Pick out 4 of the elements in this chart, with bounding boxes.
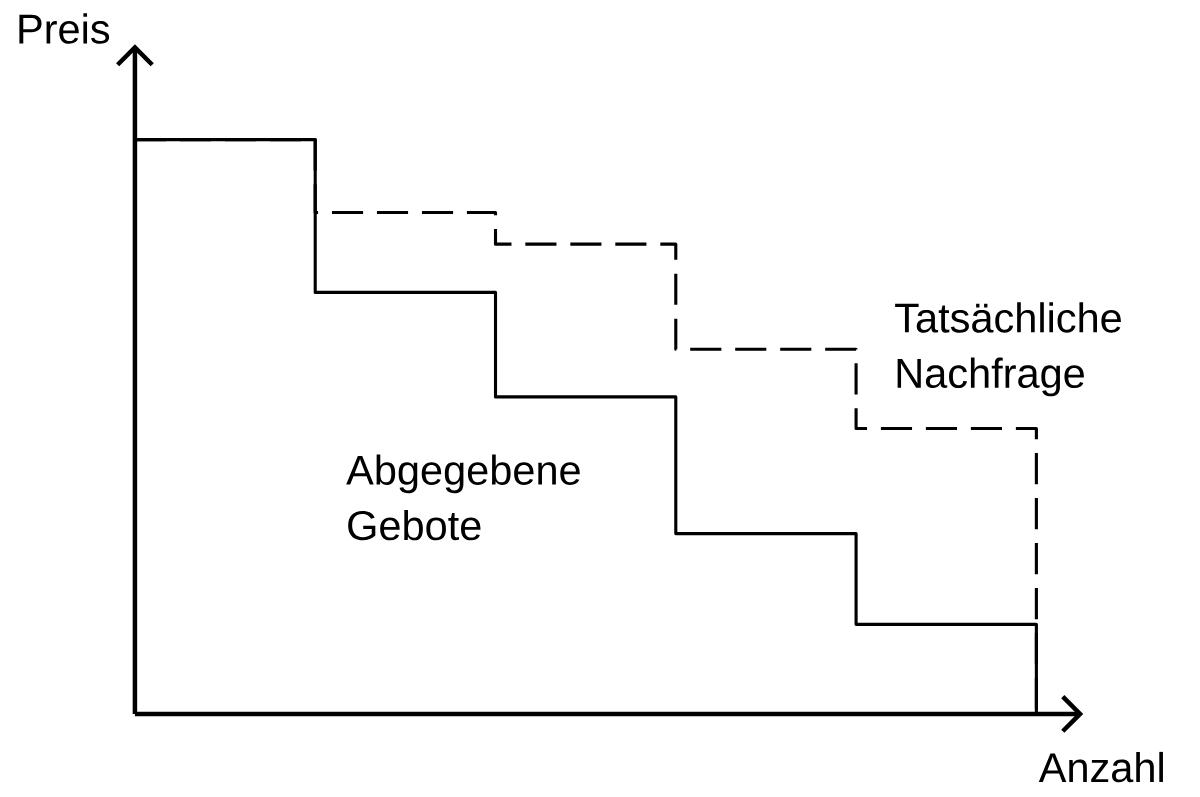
- x-axis-title: Anzahl: [1038, 752, 1163, 783]
- y-axis-title: Preis: [19, 13, 110, 44]
- series-label: Tatsächliche Nachfrage: [895, 302, 1121, 397]
- series-label: Abgegebene Gebote: [346, 454, 580, 541]
